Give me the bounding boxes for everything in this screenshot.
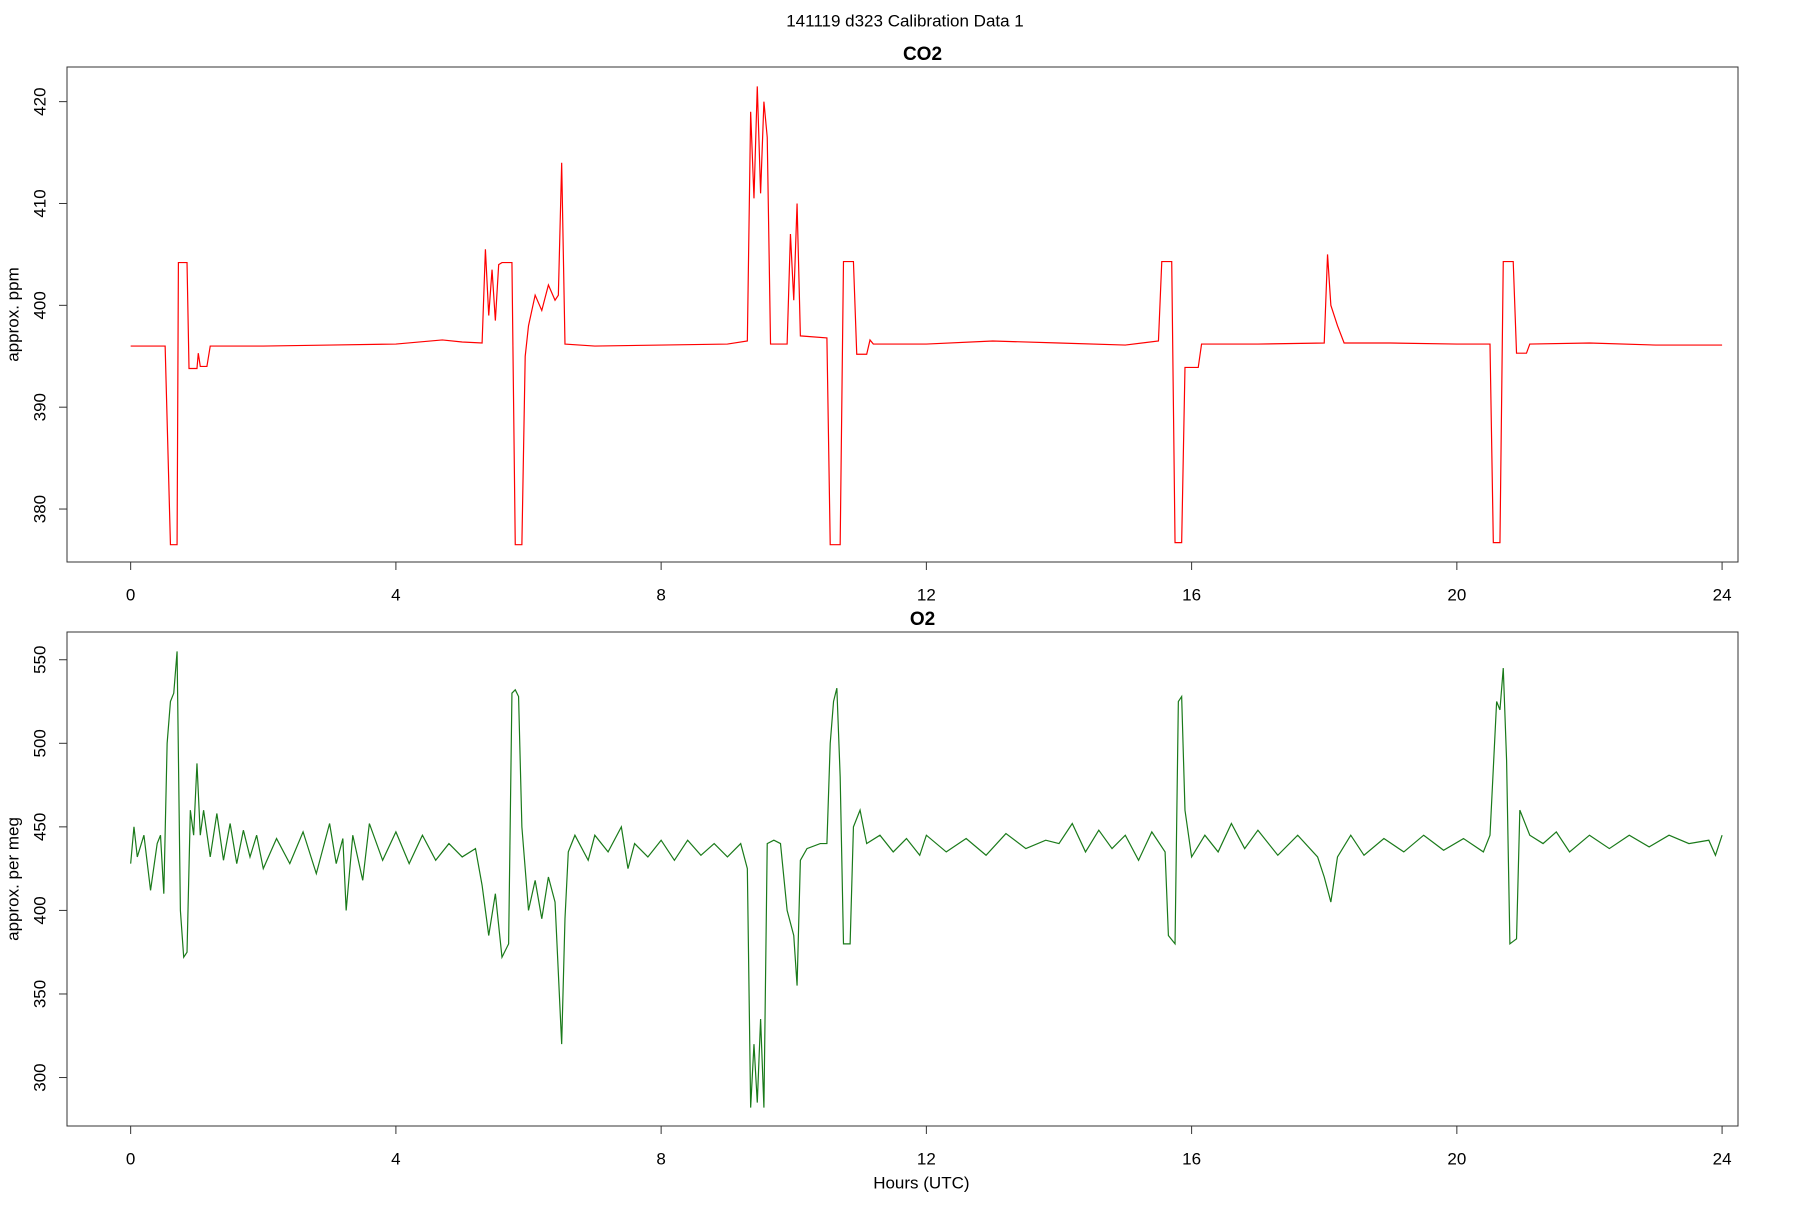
- y-tick-label: 400: [30, 896, 49, 924]
- y-tick-label: 390: [30, 393, 49, 421]
- y-tick-label: 500: [30, 729, 49, 757]
- y-tick-label: 420: [30, 87, 49, 115]
- y-tick-label: 400: [30, 291, 49, 319]
- figure-title: 141119 d323 Calibration Data 1: [786, 11, 1024, 30]
- x-tick-label: 4: [391, 1149, 400, 1168]
- data-line: [130, 651, 1723, 1108]
- y-tick-label: 380: [30, 495, 49, 523]
- x-tick-label: 24: [1713, 585, 1732, 604]
- x-tick-label: 16: [1182, 585, 1201, 604]
- y-tick-label: 450: [30, 813, 49, 841]
- y-tick-label: 300: [30, 1063, 49, 1091]
- plot-frame: [66, 66, 1739, 563]
- x-axis-label: Hours (UTC): [873, 1173, 969, 1192]
- chart-title: O2: [910, 609, 935, 630]
- x-tick-label: 20: [1447, 585, 1466, 604]
- x-tick-label: 8: [656, 1149, 665, 1168]
- x-tick-label: 0: [126, 1149, 135, 1168]
- x-tick-label: 20: [1447, 1149, 1466, 1168]
- y-tick-label: 350: [30, 980, 49, 1008]
- data-line: [130, 86, 1723, 546]
- x-tick-label: 16: [1182, 1149, 1201, 1168]
- y-axis-label: approx. per meg: [3, 817, 22, 941]
- y-tick-label: 410: [30, 189, 49, 217]
- x-tick-label: 0: [126, 585, 135, 604]
- y-tick-label: 550: [30, 646, 49, 674]
- x-tick-label: 24: [1713, 1149, 1732, 1168]
- plot-frame: [66, 631, 1739, 1127]
- x-tick-label: 12: [917, 1149, 936, 1168]
- chart-title: CO2: [903, 44, 942, 65]
- x-tick-label: 8: [656, 585, 665, 604]
- y-axis-label: approx. ppm: [3, 267, 22, 362]
- x-tick-label: 12: [917, 585, 936, 604]
- x-tick-label: 4: [391, 585, 400, 604]
